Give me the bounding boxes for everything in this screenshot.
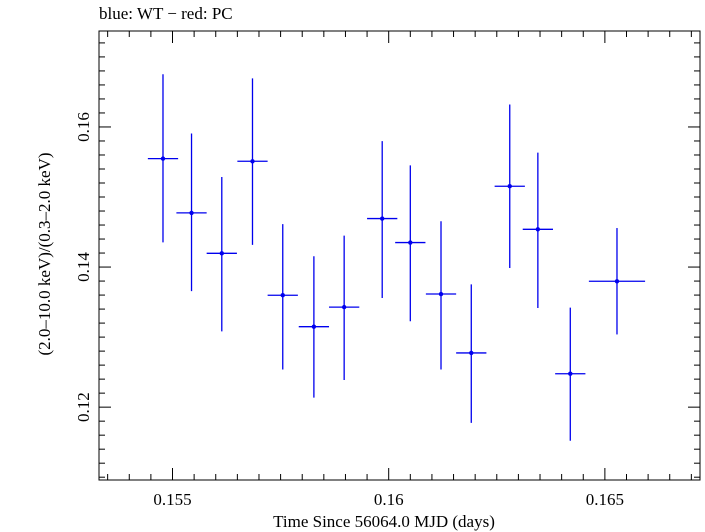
data-point: [507, 184, 512, 189]
data-point: [280, 293, 285, 298]
data-point: [189, 210, 194, 216]
data-point: [568, 371, 573, 376]
data-point-group: [367, 141, 398, 298]
data-point: [250, 159, 255, 164]
data-point-group: [206, 176, 237, 332]
data-point-group: [456, 284, 487, 423]
data-point-group: [425, 221, 457, 370]
data-point: [311, 324, 317, 329]
data-point-group: [329, 235, 360, 380]
data-point-group: [267, 224, 298, 370]
data-point: [535, 227, 541, 232]
data-point: [438, 291, 444, 297]
data-point: [380, 216, 385, 221]
chart-title: blue: WT − red: PC: [99, 4, 233, 23]
data-points: [147, 74, 646, 441]
data-point-group: [298, 256, 330, 398]
data-point-group: [147, 74, 179, 243]
data-point-group: [588, 228, 646, 335]
axis-tick-labels: 0.155 0.16 0.165 0.12 0.14 0.16: [74, 112, 624, 509]
y-tick-label: 0.16: [74, 112, 93, 142]
x-tick-label: 0.16: [374, 490, 404, 509]
y-tick-label: 0.12: [74, 392, 93, 422]
data-point: [469, 350, 474, 356]
data-point: [408, 240, 413, 245]
data-point: [614, 279, 620, 284]
data-point-group: [395, 165, 426, 322]
data-point: [219, 251, 224, 256]
y-tick-label: 0.14: [74, 252, 93, 282]
data-point-group: [494, 104, 525, 269]
plot-frame: [98, 30, 701, 481]
data-point-group: [176, 133, 207, 292]
data-point: [341, 304, 347, 310]
data-point-group: [522, 152, 553, 309]
data-point-group: [555, 307, 586, 441]
data-point: [160, 156, 166, 161]
x-tick-label: 0.165: [586, 490, 624, 509]
x-tick-label: 0.155: [153, 490, 191, 509]
y-axis-label: (2.0–10.0 keV)/(0.3–2.0 keV): [35, 152, 54, 355]
x-axis-label: Time Since 56064.0 MJD (days): [273, 512, 495, 531]
axis-ticks: [99, 31, 700, 480]
data-point-group: [237, 78, 268, 245]
